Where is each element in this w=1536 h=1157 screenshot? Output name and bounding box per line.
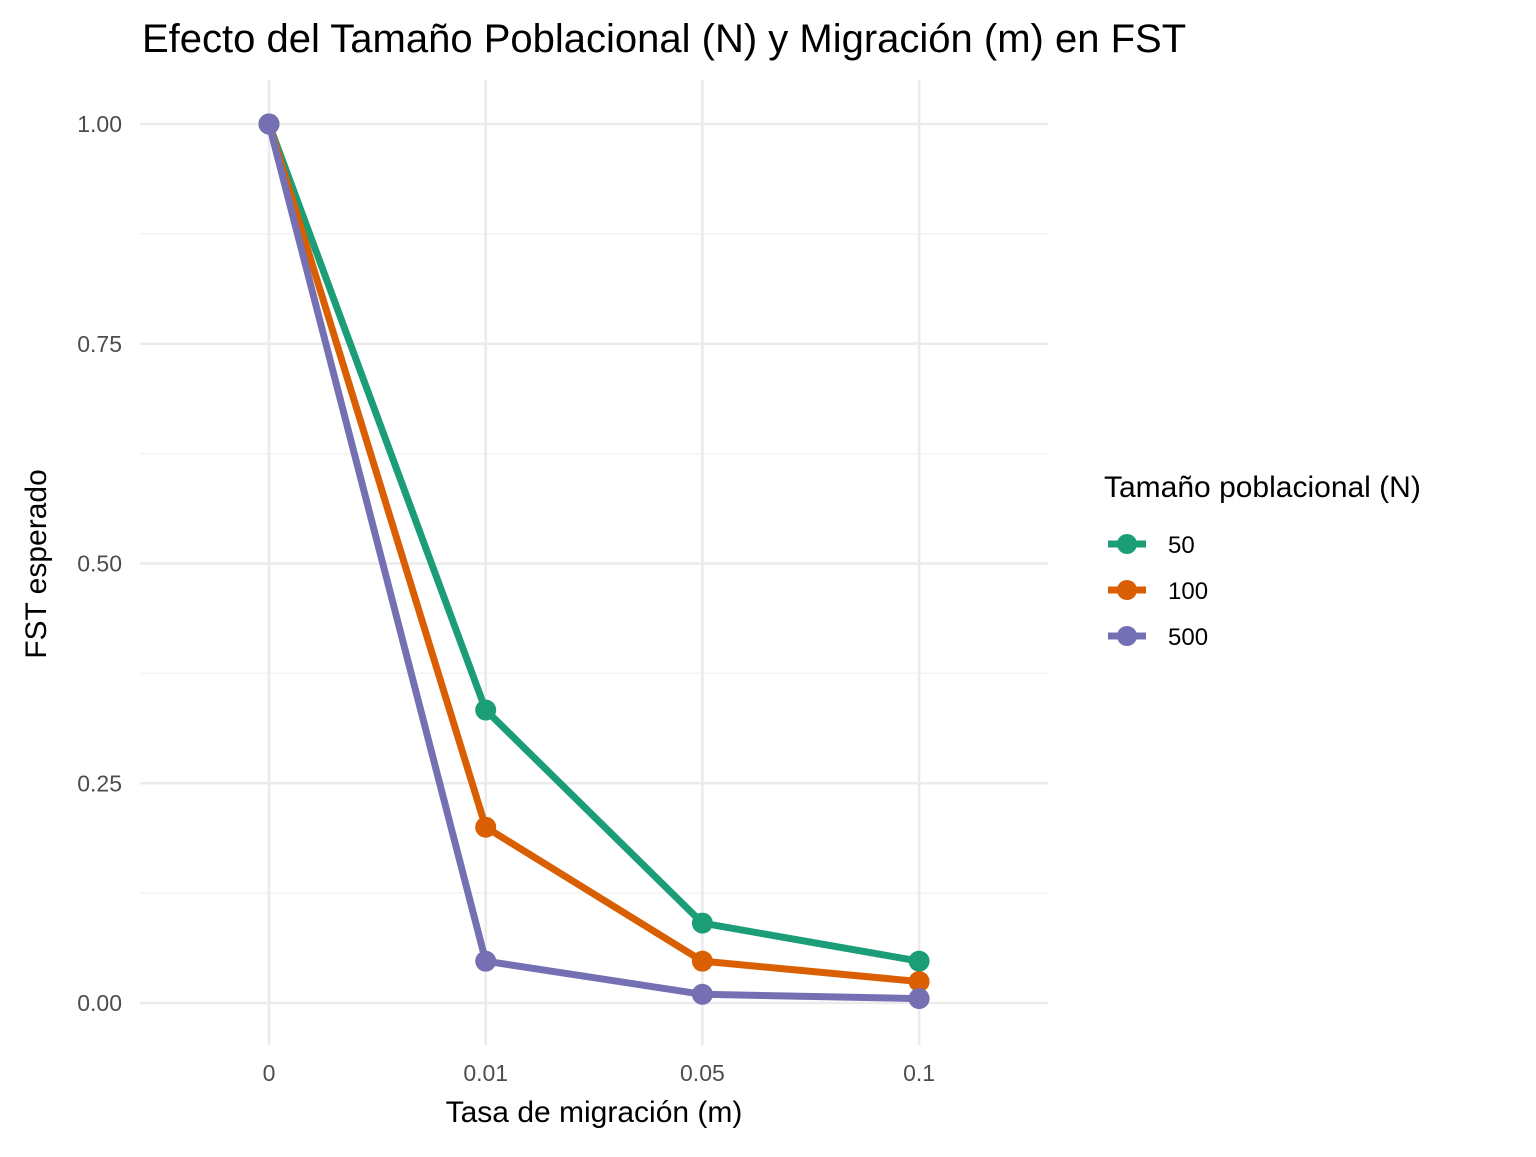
data-point-50 bbox=[691, 912, 713, 934]
y-tick-label: 0.75 bbox=[77, 331, 122, 357]
legend-label: 50 bbox=[1168, 532, 1195, 559]
legend-item-100: 100 bbox=[1108, 578, 1208, 605]
legend-label: 100 bbox=[1168, 578, 1208, 605]
legend-label: 500 bbox=[1168, 624, 1208, 651]
legend-title: Tamaño poblacional (N) bbox=[1104, 471, 1421, 504]
chart-title: Efecto del Tamaño Poblacional (N) y Migr… bbox=[142, 17, 1186, 61]
data-point-500 bbox=[475, 950, 497, 972]
x-tick-label: 0.1 bbox=[903, 1060, 935, 1086]
data-point-100 bbox=[908, 971, 930, 993]
y-axis-title: FST esperado bbox=[20, 469, 53, 659]
legend-item-50: 50 bbox=[1108, 532, 1195, 559]
y-tick-label: 0.00 bbox=[77, 990, 122, 1016]
series-line-50 bbox=[265, 122, 920, 965]
data-point-100 bbox=[475, 816, 497, 838]
series-lines bbox=[265, 122, 920, 1003]
legend-key-point bbox=[1117, 580, 1137, 600]
legend-items: 50 100 500 bbox=[1108, 532, 1208, 651]
data-point-100 bbox=[691, 950, 713, 972]
x-tick-label: 0.05 bbox=[680, 1060, 725, 1086]
legend-item-500: 500 bbox=[1108, 624, 1208, 651]
y-tick-label: 1.00 bbox=[77, 111, 122, 137]
x-tick-label: 0 bbox=[263, 1060, 276, 1086]
grid bbox=[140, 80, 1048, 1045]
data-point-500 bbox=[691, 983, 713, 1005]
x-axis-ticks: 0 0.01 0.05 0.1 bbox=[263, 1060, 935, 1086]
x-tick-label: 0.01 bbox=[463, 1060, 508, 1086]
legend: Tamaño poblacional (N) 50 100 500 bbox=[1104, 471, 1421, 651]
series-line-100 bbox=[265, 122, 920, 986]
legend-key-point bbox=[1117, 534, 1137, 554]
x-axis-title: Tasa de migración (m) bbox=[446, 1096, 743, 1129]
legend-key-point bbox=[1117, 626, 1137, 646]
y-tick-label: 0.50 bbox=[77, 551, 122, 577]
data-point-50 bbox=[475, 699, 497, 721]
series-line-500 bbox=[265, 123, 920, 1003]
y-tick-label: 0.25 bbox=[77, 770, 122, 796]
series-points bbox=[258, 113, 930, 1010]
data-point-50 bbox=[908, 950, 930, 972]
data-point-500 bbox=[258, 113, 280, 135]
y-axis-ticks: 0.00 0.25 0.50 0.75 1.00 bbox=[77, 111, 122, 1016]
data-point-500 bbox=[908, 988, 930, 1010]
